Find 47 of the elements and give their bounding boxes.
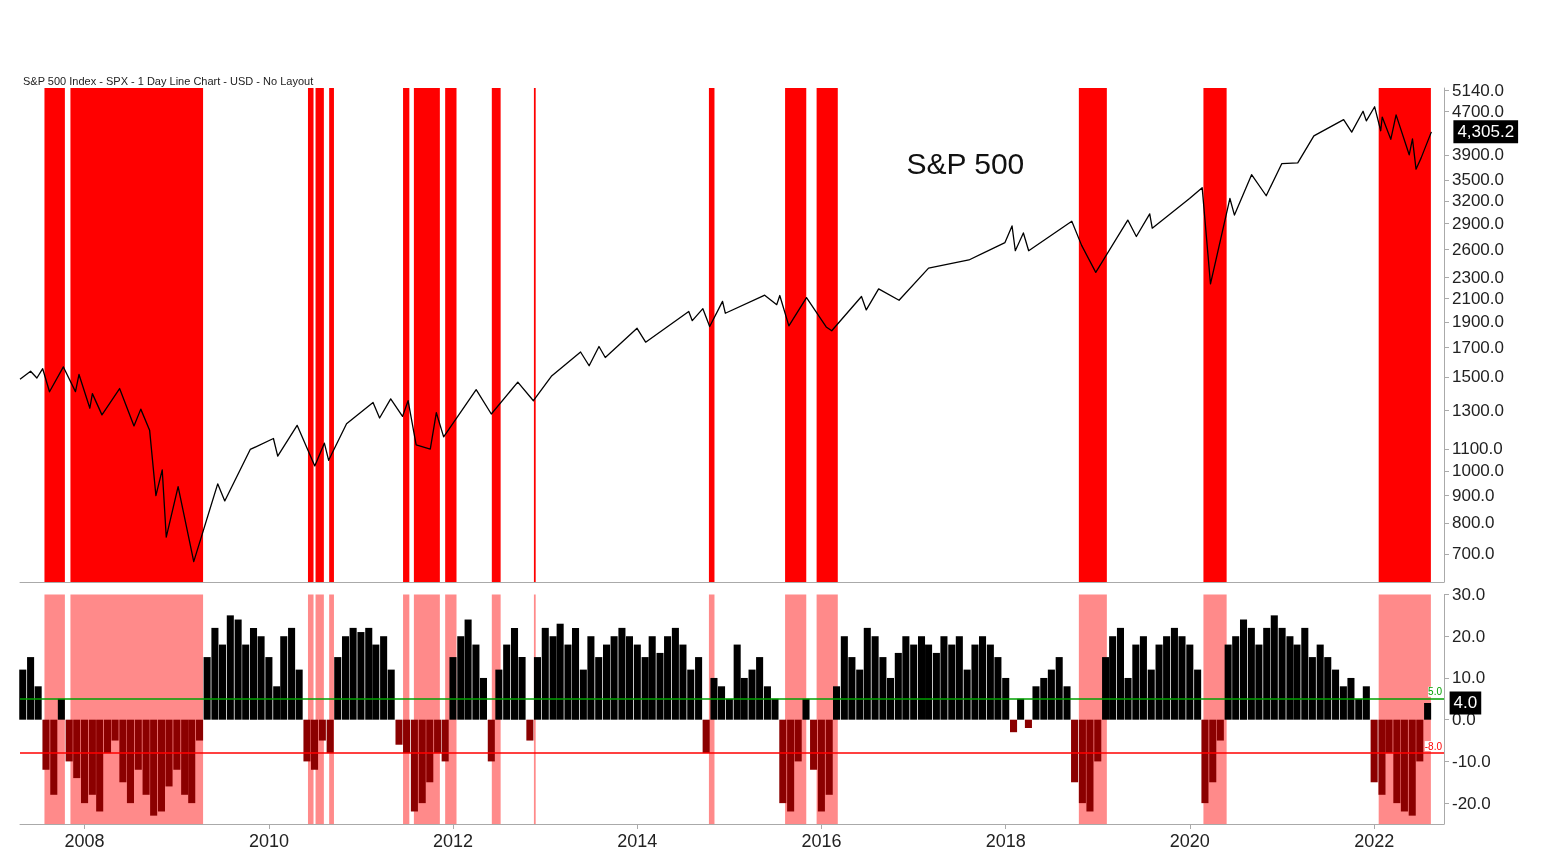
y-tick-label: 3900.0 <box>1452 145 1504 165</box>
text: S&P 500 <box>906 146 1025 180</box>
bar <box>526 719 534 741</box>
y-tick-label: 2100.0 <box>1452 289 1504 309</box>
y-tick-label: 30.0 <box>1452 585 1486 604</box>
y-tick-label: 1900.0 <box>1452 312 1504 332</box>
chart-subtitle: S&P 500 Index - SPX - 1 Day Line Chart - USD - No Layout <box>23 74 314 87</box>
x-tick-label: 2022 <box>1354 831 1395 851</box>
y-tick-label: 20.0 <box>1452 626 1486 646</box>
y-tick-label: 700.0 <box>1452 544 1495 564</box>
bar <box>57 698 65 720</box>
y-tick-label: 1500.0 <box>1452 367 1504 387</box>
bar <box>1010 719 1018 733</box>
y-tick-label: 2600.0 <box>1452 239 1504 259</box>
x-tick-label: 2014 <box>617 831 658 851</box>
annotation: 4.0 <box>1453 693 1478 713</box>
y-tick-label: 1700.0 <box>1452 338 1504 358</box>
x-tick-label: 2010 <box>248 831 289 851</box>
bar <box>1017 698 1025 720</box>
y-tick-label: 800.0 <box>1452 513 1495 533</box>
annotation: 4,305.2 <box>1457 122 1515 142</box>
x-tick-label: 2016 <box>801 831 842 851</box>
bar <box>487 719 495 762</box>
bar <box>1024 719 1032 729</box>
bar <box>802 698 810 720</box>
line-series <box>19 106 1433 563</box>
ref-line-label: 5.0 <box>1428 686 1443 698</box>
y-tick-label: 10.0 <box>1452 668 1486 688</box>
y-tick-label: 3500.0 <box>1452 170 1504 190</box>
y-tick-label: 2900.0 <box>1452 214 1504 234</box>
y-tick-label: 1000.0 <box>1452 461 1504 481</box>
bar <box>702 719 710 754</box>
x-tick-label: 2008 <box>64 831 105 851</box>
x-tick-label: 2020 <box>1169 831 1210 851</box>
y-tick-label: 5140.0 <box>1452 81 1504 101</box>
y-tick-label: -20.0 <box>1452 793 1491 813</box>
y-tick-label: 2300.0 <box>1452 267 1504 287</box>
y-tick-label: 4700.0 <box>1452 101 1504 121</box>
y-tick-label: 3200.0 <box>1452 191 1504 211</box>
x-tick-label: 2018 <box>985 831 1026 851</box>
ref-line-label: -8.0 <box>1424 740 1443 752</box>
x-tick-label: 2012 <box>432 831 473 851</box>
y-tick-label: 900.0 <box>1452 485 1495 505</box>
y-tick-label: -10.0 <box>1452 751 1491 771</box>
bar <box>1424 702 1432 720</box>
y-tick-label: 1300.0 <box>1452 400 1504 420</box>
y-tick-label: 1100.0 <box>1452 439 1503 459</box>
